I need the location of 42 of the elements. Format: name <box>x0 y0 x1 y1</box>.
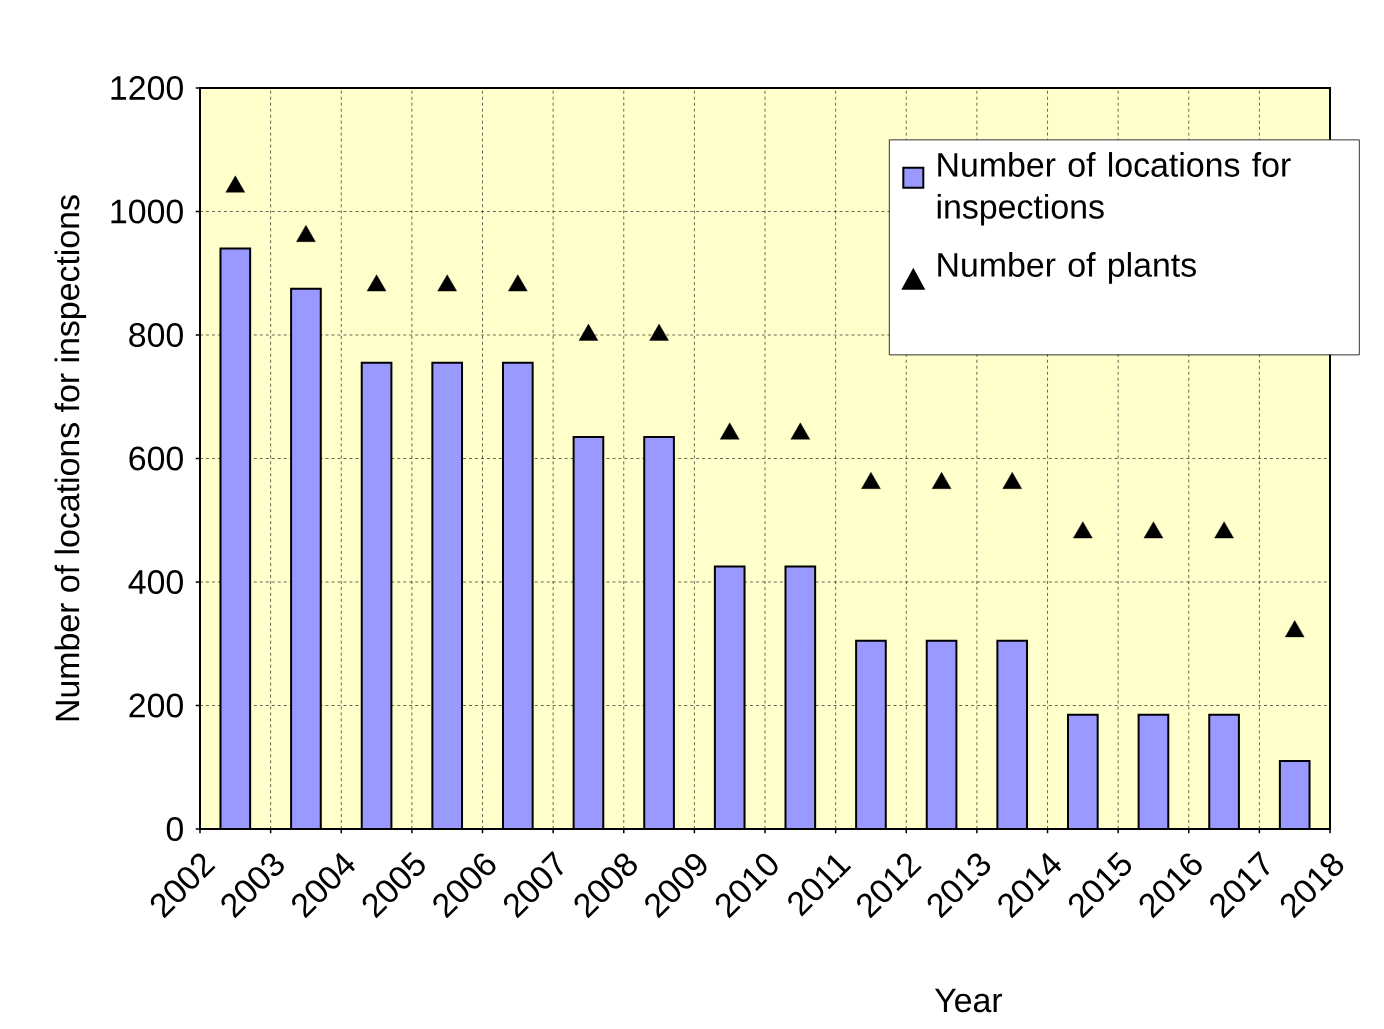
point <box>225 175 245 193</box>
legend-label: Number of locations for inspections <box>937 152 1291 226</box>
y-tick-label: 1000 <box>111 199 183 224</box>
x-axis-title: Year <box>934 988 1003 1013</box>
y-tick-label: 600 <box>129 446 183 471</box>
bar <box>219 247 252 829</box>
bar <box>1208 713 1240 829</box>
bar <box>572 435 605 829</box>
y-tick-label: 1200 <box>111 76 183 100</box>
point <box>1073 521 1093 539</box>
point <box>437 274 457 292</box>
point <box>296 225 316 242</box>
bar <box>431 361 464 829</box>
y-tick-label: 0 <box>166 817 183 841</box>
point <box>649 323 669 341</box>
point <box>366 274 387 292</box>
bar <box>1067 713 1099 829</box>
point <box>1002 472 1022 489</box>
point <box>578 323 599 341</box>
point <box>861 472 881 489</box>
bar <box>643 435 675 829</box>
bar <box>290 287 322 829</box>
bar <box>1278 760 1311 829</box>
y-tick-label: 800 <box>129 323 183 347</box>
bar <box>996 639 1029 829</box>
point <box>931 472 952 489</box>
point <box>720 422 740 440</box>
bar <box>501 361 534 829</box>
point <box>1143 521 1164 539</box>
legend-label: Number of plants <box>938 252 1196 284</box>
bar <box>855 639 887 829</box>
point <box>790 422 811 440</box>
bar <box>360 361 393 829</box>
y-tick-label: 200 <box>129 693 183 718</box>
bar <box>784 565 817 829</box>
point <box>508 274 528 292</box>
y-tick-label: 400 <box>128 570 183 594</box>
y-axis-title: Number of locations for inspections <box>54 195 87 721</box>
point <box>1285 620 1305 638</box>
bar <box>713 565 746 829</box>
bar <box>925 639 958 829</box>
point <box>1214 521 1234 539</box>
